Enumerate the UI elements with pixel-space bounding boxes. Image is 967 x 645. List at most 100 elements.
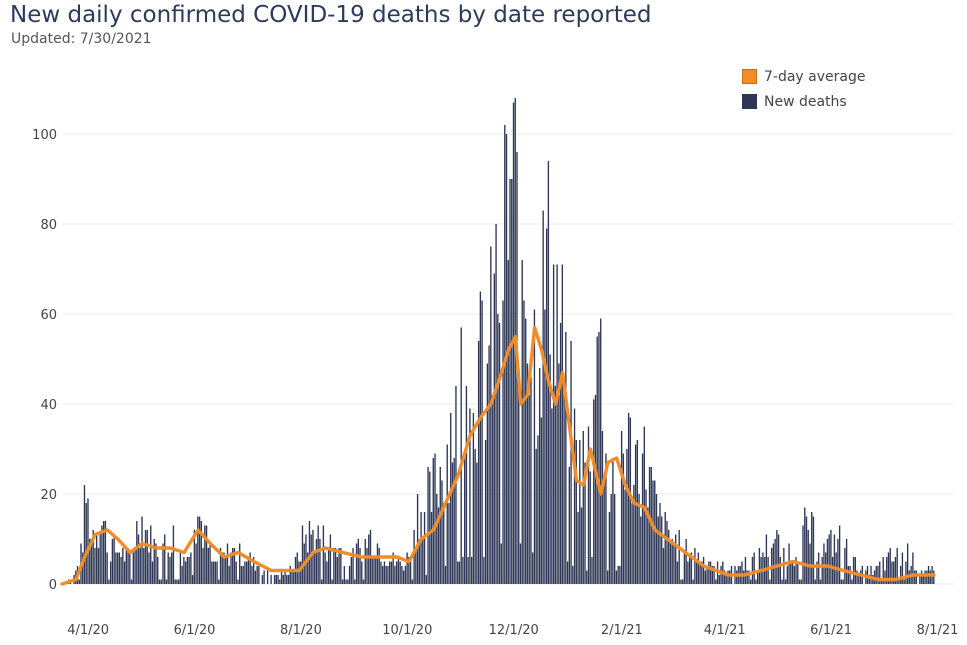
bar-new-deaths [434,453,436,584]
bar-new-deaths [706,566,708,584]
bar-new-deaths [842,579,844,584]
bar-new-deaths [704,570,707,584]
bar-new-deaths [811,512,813,584]
bar-new-deaths [694,548,696,584]
bar-new-deaths [134,548,136,584]
bar-new-deaths [743,570,745,584]
bar-new-deaths [359,548,361,584]
legend-item-7-day-average[interactable]: 7-day average [742,64,865,89]
bar-new-deaths [376,543,379,584]
bar-new-deaths [814,579,816,584]
bar-new-deaths [769,579,771,584]
bar-new-deaths [463,453,466,584]
bar-new-deaths [408,557,410,584]
bar-new-deaths [469,408,471,584]
bar-new-deaths [174,579,176,584]
bar-new-deaths [744,557,747,584]
bar-new-deaths [620,431,623,584]
bar-new-deaths [547,161,550,584]
bar-new-deaths [350,557,352,584]
y-tick-label: 100 [32,128,57,143]
bar-new-deaths [340,548,342,584]
bar-new-deaths [334,548,337,584]
bar-new-deaths [619,566,621,584]
bar-new-deaths [235,561,237,584]
bar-new-deaths [894,557,897,584]
bar-new-deaths [436,494,438,584]
bar-new-deaths [790,561,792,584]
bar-new-deaths [136,521,138,584]
bar-new-deaths [673,543,675,584]
bar-new-deaths [756,570,759,584]
bar-new-deaths [221,552,223,584]
bar-new-deaths [812,516,815,584]
bar-new-deaths [643,426,645,584]
bar-new-deaths [784,579,787,584]
bar-new-deaths [371,557,373,584]
bar-new-deaths [355,543,358,584]
bar-new-deaths [341,579,344,584]
bar-new-deaths [244,561,246,584]
bar-new-deaths [488,345,490,584]
bar-new-deaths [458,561,461,584]
bar-new-deaths [338,548,340,584]
bar-new-deaths [929,570,931,584]
bar-new-deaths [148,552,150,584]
y-tick-label: 20 [40,488,57,503]
bar-new-deaths [887,552,890,584]
bar-new-deaths [317,525,319,584]
x-tick-label: 6/1/20 [174,623,216,638]
bar-new-deaths [296,552,298,584]
legend-item-new-deaths[interactable]: New deaths [742,89,865,114]
bar-new-deaths [420,512,422,584]
bar-new-deaths [327,548,330,584]
bar-new-deaths [723,570,726,584]
bar-new-deaths [239,543,241,584]
bar-new-deaths [498,323,501,584]
bar-new-deaths [680,579,682,584]
bar-new-deaths [249,552,251,584]
bar-new-deaths [282,575,284,584]
bar-new-deaths [90,539,93,584]
bar-new-deaths [648,467,651,584]
bar-new-deaths [158,579,161,584]
bar-new-deaths [922,575,925,584]
bar-new-deaths [99,534,101,584]
bar-new-deaths [615,570,618,584]
bar-new-deaths [476,462,478,584]
line-path-7-day-average [60,325,936,586]
bar-new-deaths [104,521,107,584]
bar-new-deaths [818,552,820,584]
bar-new-deaths [101,525,103,584]
bar-new-deaths [854,557,857,584]
bar-new-deaths [626,449,628,584]
bar-new-deaths [362,579,365,584]
bar-new-deaths [565,332,567,584]
bar-new-deaths [409,557,412,584]
bar-new-deaths [624,489,626,584]
y-tick-label: 0 [49,578,57,593]
bar-new-deaths [889,548,891,584]
bar-new-deaths [395,561,398,584]
bar-new-deaths [579,440,581,584]
bar-new-deaths [497,314,499,584]
bar-new-deaths [413,530,415,584]
bar-new-deaths [237,579,239,584]
bar-new-deaths [800,579,802,584]
bar-new-deaths [899,566,902,584]
bar-new-deaths [197,516,199,584]
bar-new-deaths [809,543,811,584]
bar-new-deaths [411,579,414,584]
bar-new-deaths [102,521,105,584]
bars-new-deaths [68,98,935,584]
bar-new-deaths [293,570,295,584]
bar-new-deaths [838,525,841,584]
bar-new-deaths [725,575,727,584]
bar-new-deaths [755,579,757,584]
bar-new-deaths [807,530,809,584]
bar-new-deaths [540,417,543,584]
bar-new-deaths [390,561,393,584]
bar-new-deaths [92,530,94,584]
x-tick-label: 4/1/20 [67,623,109,638]
bar-new-deaths [130,579,133,584]
